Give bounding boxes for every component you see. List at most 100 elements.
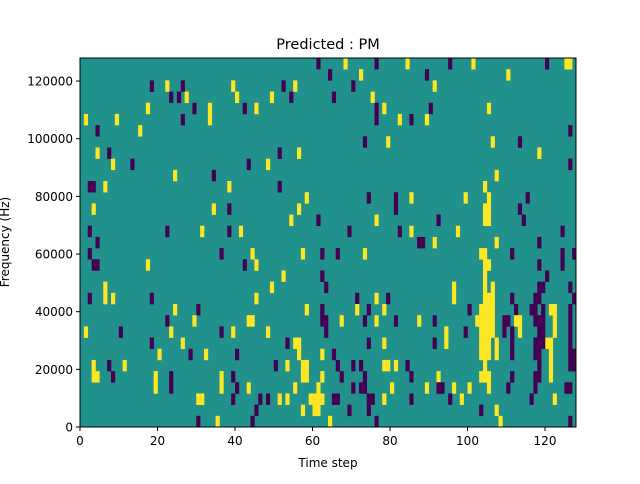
heatmap-cell-positive	[483, 248, 488, 260]
y-tick-label: 100000	[27, 132, 73, 146]
heatmap-cell-negative	[467, 304, 472, 316]
heatmap-cell-negative	[572, 292, 577, 305]
heatmap-cell-positive	[192, 315, 197, 327]
heatmap-cell-positive	[409, 225, 414, 238]
heatmap-cell-positive	[548, 371, 554, 383]
heatmap-cell-negative	[347, 404, 352, 417]
chart-title: Predicted : PM	[276, 37, 379, 53]
heatmap-cell-positive	[548, 304, 554, 316]
heatmap-cell-negative	[242, 102, 247, 115]
heatmap-cell-negative	[510, 248, 515, 260]
heatmap-cell-negative	[362, 136, 368, 148]
heatmap-cell-negative	[316, 214, 321, 227]
y-tick-label: 0	[65, 421, 73, 435]
heatmap-cell-positive	[281, 270, 286, 282]
heatmap-cell-negative	[537, 315, 542, 327]
heatmap-cell-positive	[297, 348, 302, 361]
heatmap-cell-positive	[424, 382, 430, 394]
heatmap-cell-negative	[277, 147, 282, 159]
heatmap-cell-positive	[304, 192, 309, 204]
heatmap-cell-positive	[463, 192, 468, 204]
heatmap-cell-negative	[235, 382, 240, 394]
axes-frame	[79, 57, 577, 428]
heatmap-cell-negative	[87, 292, 92, 305]
heatmap-cell-positive	[483, 281, 488, 294]
heatmap-cell-positive	[180, 337, 185, 350]
heatmap-cell-positive	[490, 304, 495, 316]
heatmap-cell-positive	[103, 292, 108, 305]
x-tick-label: 60	[305, 434, 320, 448]
heatmap-cell-positive	[196, 393, 201, 405]
x-tick-label: 40	[227, 434, 242, 448]
heatmap-cell-positive	[328, 415, 333, 428]
heatmap-cell-negative	[517, 136, 523, 148]
heatmap-cell-positive	[386, 136, 391, 148]
heatmap-cell-positive	[200, 393, 205, 405]
heatmap-cell-negative	[541, 304, 546, 316]
heatmap-cell-positive	[479, 348, 484, 361]
heatmap-cell-positive	[548, 359, 554, 372]
heatmap-cell-positive	[486, 348, 492, 361]
heatmap-cell-positive	[479, 315, 484, 327]
heatmap-cell-positive	[184, 91, 189, 104]
heatmap-cell-positive	[382, 337, 387, 350]
heatmap-cell-positive	[494, 236, 499, 249]
x-axis: 0 20 40 60 80 100 120	[76, 427, 556, 448]
heatmap-cell-positive	[486, 326, 492, 338]
heatmap-cell-negative	[510, 337, 515, 350]
heatmap-cell-negative	[165, 225, 170, 238]
heatmap-cell-negative	[324, 326, 329, 338]
heatmap-cell-positive	[312, 393, 317, 405]
heatmap-cell-positive	[490, 281, 495, 294]
heatmap-cell-positive	[452, 292, 457, 305]
heatmap-cell-negative	[335, 248, 340, 260]
heatmap-cell-positive	[312, 404, 317, 417]
heatmap-cell-negative	[510, 326, 515, 338]
heatmap-cell-negative	[359, 382, 364, 394]
heatmap-cell-positive	[320, 348, 325, 361]
heatmap-cell-negative	[107, 147, 112, 159]
heatmap-cell-negative	[506, 315, 511, 327]
heatmap-cell-negative	[169, 91, 174, 104]
heatmap-cell-positive	[300, 404, 306, 417]
heatmap-cell-negative	[320, 248, 325, 260]
heatmap-cell-positive	[266, 158, 271, 171]
heatmap-cell-negative	[366, 304, 371, 316]
heatmap-cell-positive	[254, 259, 259, 271]
heatmap-cell-positive	[475, 315, 480, 327]
heatmap-cell-negative	[537, 337, 542, 350]
heatmap-cell-negative	[273, 359, 278, 372]
heatmap-cell-positive	[564, 58, 569, 70]
heatmap-cell-positive	[483, 359, 488, 372]
heatmap-cell-positive	[359, 69, 364, 81]
heatmap-cell-positive	[83, 113, 89, 126]
heatmap-cell-negative	[409, 371, 414, 383]
heatmap-cell-positive	[238, 225, 244, 238]
heatmap-cell-negative	[533, 292, 538, 305]
heatmap-cell-negative	[130, 158, 135, 171]
heatmap-cell-negative	[87, 225, 92, 238]
heatmap-cell-negative	[277, 181, 282, 193]
heatmap-cell-negative	[560, 248, 565, 260]
heatmap-cell-positive	[455, 225, 461, 238]
heatmap-cell-positive	[173, 169, 178, 182]
heatmap-cell-positive	[517, 326, 523, 338]
heatmap-cell-negative	[320, 315, 325, 327]
heatmap-cell-negative	[541, 315, 546, 327]
heatmap-cell-positive	[95, 371, 100, 383]
heatmap-cell-negative	[568, 415, 573, 428]
heatmap-cell-negative	[339, 371, 344, 383]
heatmap-cell-positive	[382, 393, 387, 405]
heatmap-cell-negative	[436, 382, 441, 394]
heatmap-cell-positive	[552, 326, 557, 338]
heatmap-cell-negative	[118, 326, 123, 338]
heatmap-cell-negative	[219, 326, 224, 338]
heatmap-cell-positive	[486, 337, 492, 350]
heatmap-cell-positive	[157, 348, 162, 361]
heatmap-cell-positive	[483, 214, 488, 227]
heatmap-cell-positive	[494, 348, 499, 361]
heatmap-cell-negative	[328, 69, 333, 81]
x-axis-label: Time step	[297, 456, 357, 470]
heatmap-cell-negative	[440, 382, 445, 394]
heatmap-cell-positive	[486, 214, 492, 227]
